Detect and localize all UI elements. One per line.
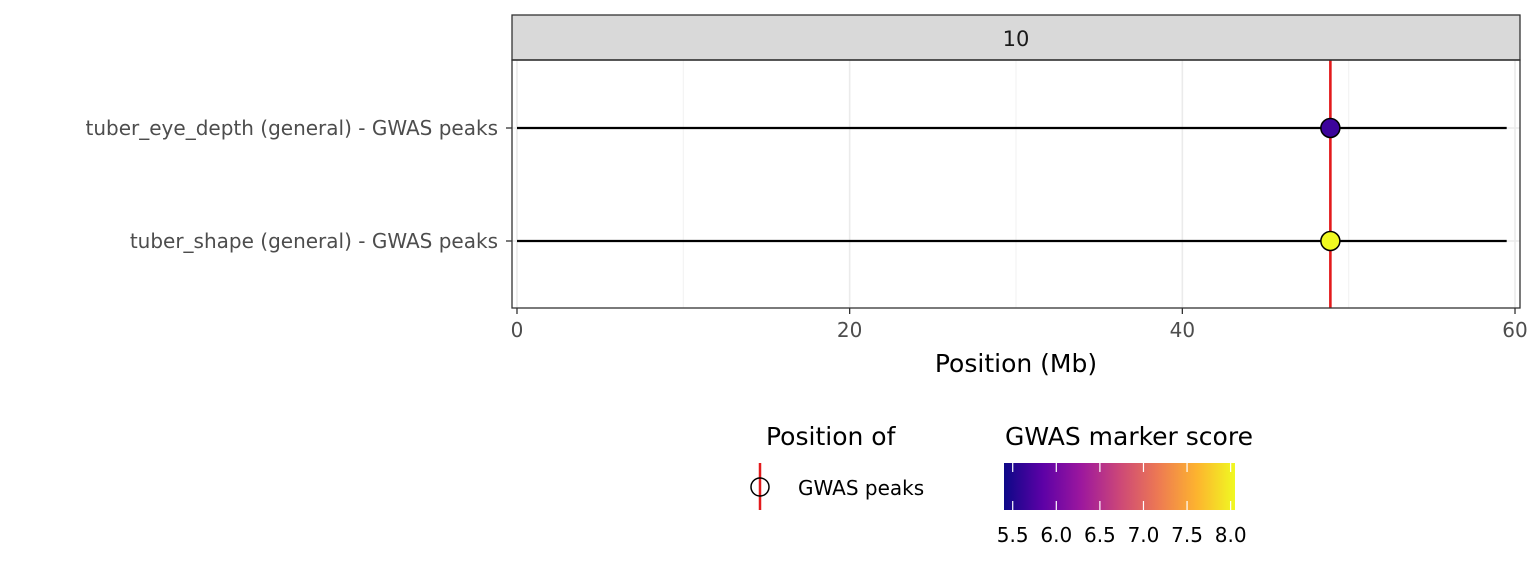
legend-score-title: GWAS marker score: [1005, 422, 1253, 451]
x-tick-label: 0: [511, 318, 524, 342]
legend-position-label: GWAS peaks: [798, 476, 924, 500]
peak-point: [1320, 117, 1341, 139]
facet-strip-label: 10: [1003, 27, 1030, 51]
x-axis: 0 20 40 60: [511, 308, 1528, 342]
y-tick-label: tuber_eye_depth (general) - GWAS peaks: [86, 116, 498, 140]
facet-strip: [512, 15, 1520, 60]
x-axis-title: Position (Mb): [935, 349, 1097, 378]
legend-colorbar: [1004, 463, 1235, 510]
colorbar-tick-label: 7.5: [1171, 523, 1203, 547]
colorbar-tick-label: 5.5: [997, 523, 1029, 547]
legend-position-title: Position of: [766, 422, 897, 451]
peak-point: [1320, 230, 1341, 252]
colorbar-tick-label: 8.0: [1215, 523, 1247, 547]
x-tick-label: 60: [1502, 318, 1527, 342]
x-tick-label: 20: [837, 318, 862, 342]
colorbar-tick-label: 7.0: [1128, 523, 1160, 547]
data-rows: [516, 126, 1507, 243]
y-tick-label: tuber_shape (general) - GWAS peaks: [130, 229, 498, 253]
facet-strip-border: [511, 14, 1521, 61]
colorbar-tick-label: 6.5: [1084, 523, 1116, 547]
x-tick-label: 40: [1170, 318, 1195, 342]
y-axis-labels: tuber_eye_depth (general) - GWAS peaks tu…: [86, 116, 512, 253]
legend-colorbar-ticks: 5.5 6.0 6.5 7.0 7.5 8.0: [997, 463, 1247, 547]
legend-circle-icon: [750, 477, 770, 497]
colorbar-tick-label: 6.0: [1040, 523, 1072, 547]
data-points: [1320, 117, 1341, 252]
